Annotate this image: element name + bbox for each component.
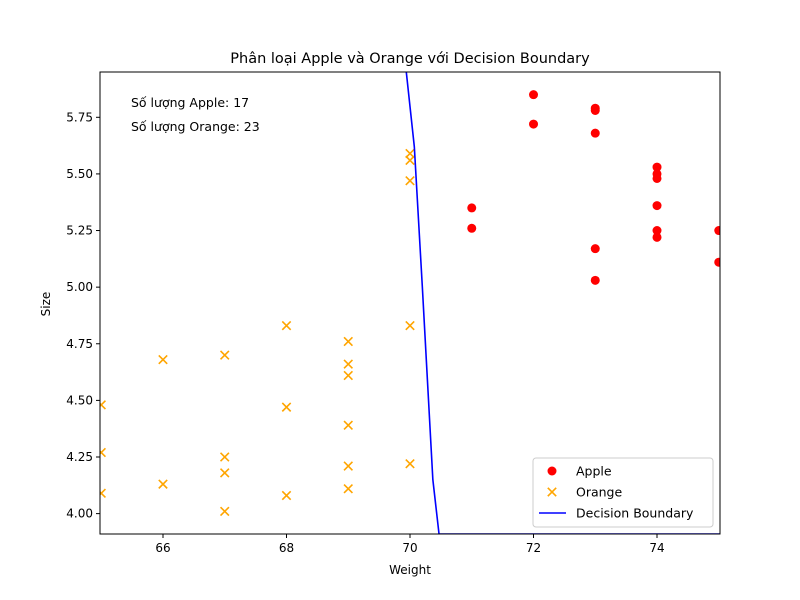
orange-point-13-stroke-b	[219, 350, 230, 360]
y-axis-label: Size	[39, 292, 53, 317]
orange-point-3	[405, 320, 415, 331]
orange-point-12-stroke-b	[158, 354, 168, 365]
orange-point-19-stroke-b	[158, 479, 168, 489]
orange-point-1	[405, 155, 415, 166]
orange-point-15-stroke-b	[281, 402, 292, 412]
orange-point-8	[343, 370, 354, 381]
legend: Apple Orange Decision Boundary	[532, 457, 714, 528]
orange-point-5-stroke-b	[281, 320, 292, 331]
apple-point-16	[714, 257, 720, 267]
decision-boundary-line	[405, 72, 720, 534]
orange-point-8-stroke-b	[343, 370, 354, 381]
y-tick-label-2: 4.50	[66, 393, 93, 407]
orange-point-5	[281, 320, 292, 331]
orange-point-14	[100, 400, 107, 410]
orange-point-22-stroke-b	[219, 506, 230, 517]
legend-label-apple: Apple	[576, 464, 612, 479]
orange-point-22	[219, 506, 230, 517]
axes: 66 68 70 72 74 4.00 4.25 4.50 4.75 5.00 5.25 5.50 5.…	[66, 71, 721, 555]
legend-label-decision-boundary: Decision Boundary	[576, 506, 694, 521]
orange-point-9-stroke-b	[343, 420, 354, 431]
orange-point-6	[343, 336, 354, 347]
orange-point-4-stroke-b	[405, 459, 415, 469]
legend-label-orange: Orange	[576, 485, 622, 500]
apple-point-11	[652, 173, 662, 183]
orange-point-10-stroke-b	[343, 461, 354, 471]
x-tick-label-2: 70	[402, 541, 417, 555]
y-tick-label-5: 5.25	[66, 224, 93, 238]
y-tick-label-3: 4.75	[66, 337, 93, 351]
legend-swatch-orange	[547, 487, 557, 497]
orange-point-18-stroke-b	[219, 468, 230, 478]
y-tick-label-7: 5.75	[66, 110, 93, 124]
orange-point-17	[219, 452, 230, 462]
orange-point-7	[343, 359, 354, 369]
apple-point-6	[467, 223, 477, 233]
x-tick-label-0: 66	[155, 541, 170, 555]
apple-point-0	[529, 90, 539, 100]
plot-area	[100, 72, 720, 534]
orange-point-4	[405, 459, 415, 469]
orange-point-16-stroke-b	[100, 447, 107, 455]
y-tick-label-1: 4.25	[66, 450, 93, 464]
orange-point-0	[405, 148, 415, 159]
orange-point-12	[158, 354, 168, 365]
apple-point-12	[652, 201, 662, 211]
orange-point-2-stroke-b	[405, 175, 415, 186]
apple-point-13	[652, 226, 662, 236]
orange-point-9	[343, 420, 354, 431]
apple-point-7	[590, 244, 600, 254]
orange-point-21-stroke-b	[281, 490, 292, 501]
orange-point-3-stroke-b	[405, 320, 415, 331]
apple-point-9	[652, 162, 662, 172]
legend-swatch-orange-stroke-b	[547, 487, 557, 497]
orange-point-13	[219, 350, 230, 360]
orange-point-20-stroke-b	[100, 488, 107, 496]
orange-point-2	[405, 175, 415, 186]
x-tick-label-4: 74	[649, 541, 664, 555]
orange-point-11	[343, 483, 354, 494]
orange-point-20	[100, 488, 107, 499]
orange-count-annotation: Số lượng Orange: 23	[131, 119, 260, 134]
orange-point-11-stroke-b	[343, 483, 354, 494]
apple-point-8	[590, 275, 600, 285]
y-tick-label-0: 4.00	[66, 507, 93, 521]
orange-point-17-stroke-b	[219, 452, 230, 462]
y-tick-label-6: 5.50	[66, 167, 93, 181]
orange-point-1-stroke-b	[405, 155, 415, 166]
legend-swatch-apple	[547, 466, 557, 476]
apple-count-annotation: Số lượng Apple: 17	[131, 95, 249, 110]
apple-point-5	[467, 203, 477, 213]
x-tick-label-3: 72	[526, 541, 541, 555]
orange-point-7-stroke-b	[343, 359, 354, 369]
apple-point-3	[590, 106, 600, 115]
orange-point-10	[343, 461, 354, 471]
orange-point-16	[100, 447, 107, 458]
apple-point-15	[714, 226, 720, 236]
x-tick-label-1: 68	[279, 541, 294, 555]
chart-title: Phân loại Apple và Orange với Decision B…	[230, 51, 590, 67]
legend-box	[532, 457, 714, 528]
orange-point-15	[281, 402, 292, 412]
x-axis-label: Weight	[389, 563, 431, 577]
orange-point-6-stroke-b	[343, 336, 354, 347]
orange-point-14-stroke-b	[100, 400, 107, 408]
apple-point-14	[652, 232, 662, 242]
apple-point-4	[590, 128, 600, 138]
orange-point-18	[219, 468, 230, 478]
orange-point-0-stroke-b	[405, 148, 415, 159]
orange-point-19	[158, 479, 168, 489]
plot-data	[100, 72, 720, 534]
orange-point-21	[281, 490, 292, 501]
y-tick-label-4: 5.00	[66, 280, 93, 294]
apple-point-1	[529, 119, 539, 129]
